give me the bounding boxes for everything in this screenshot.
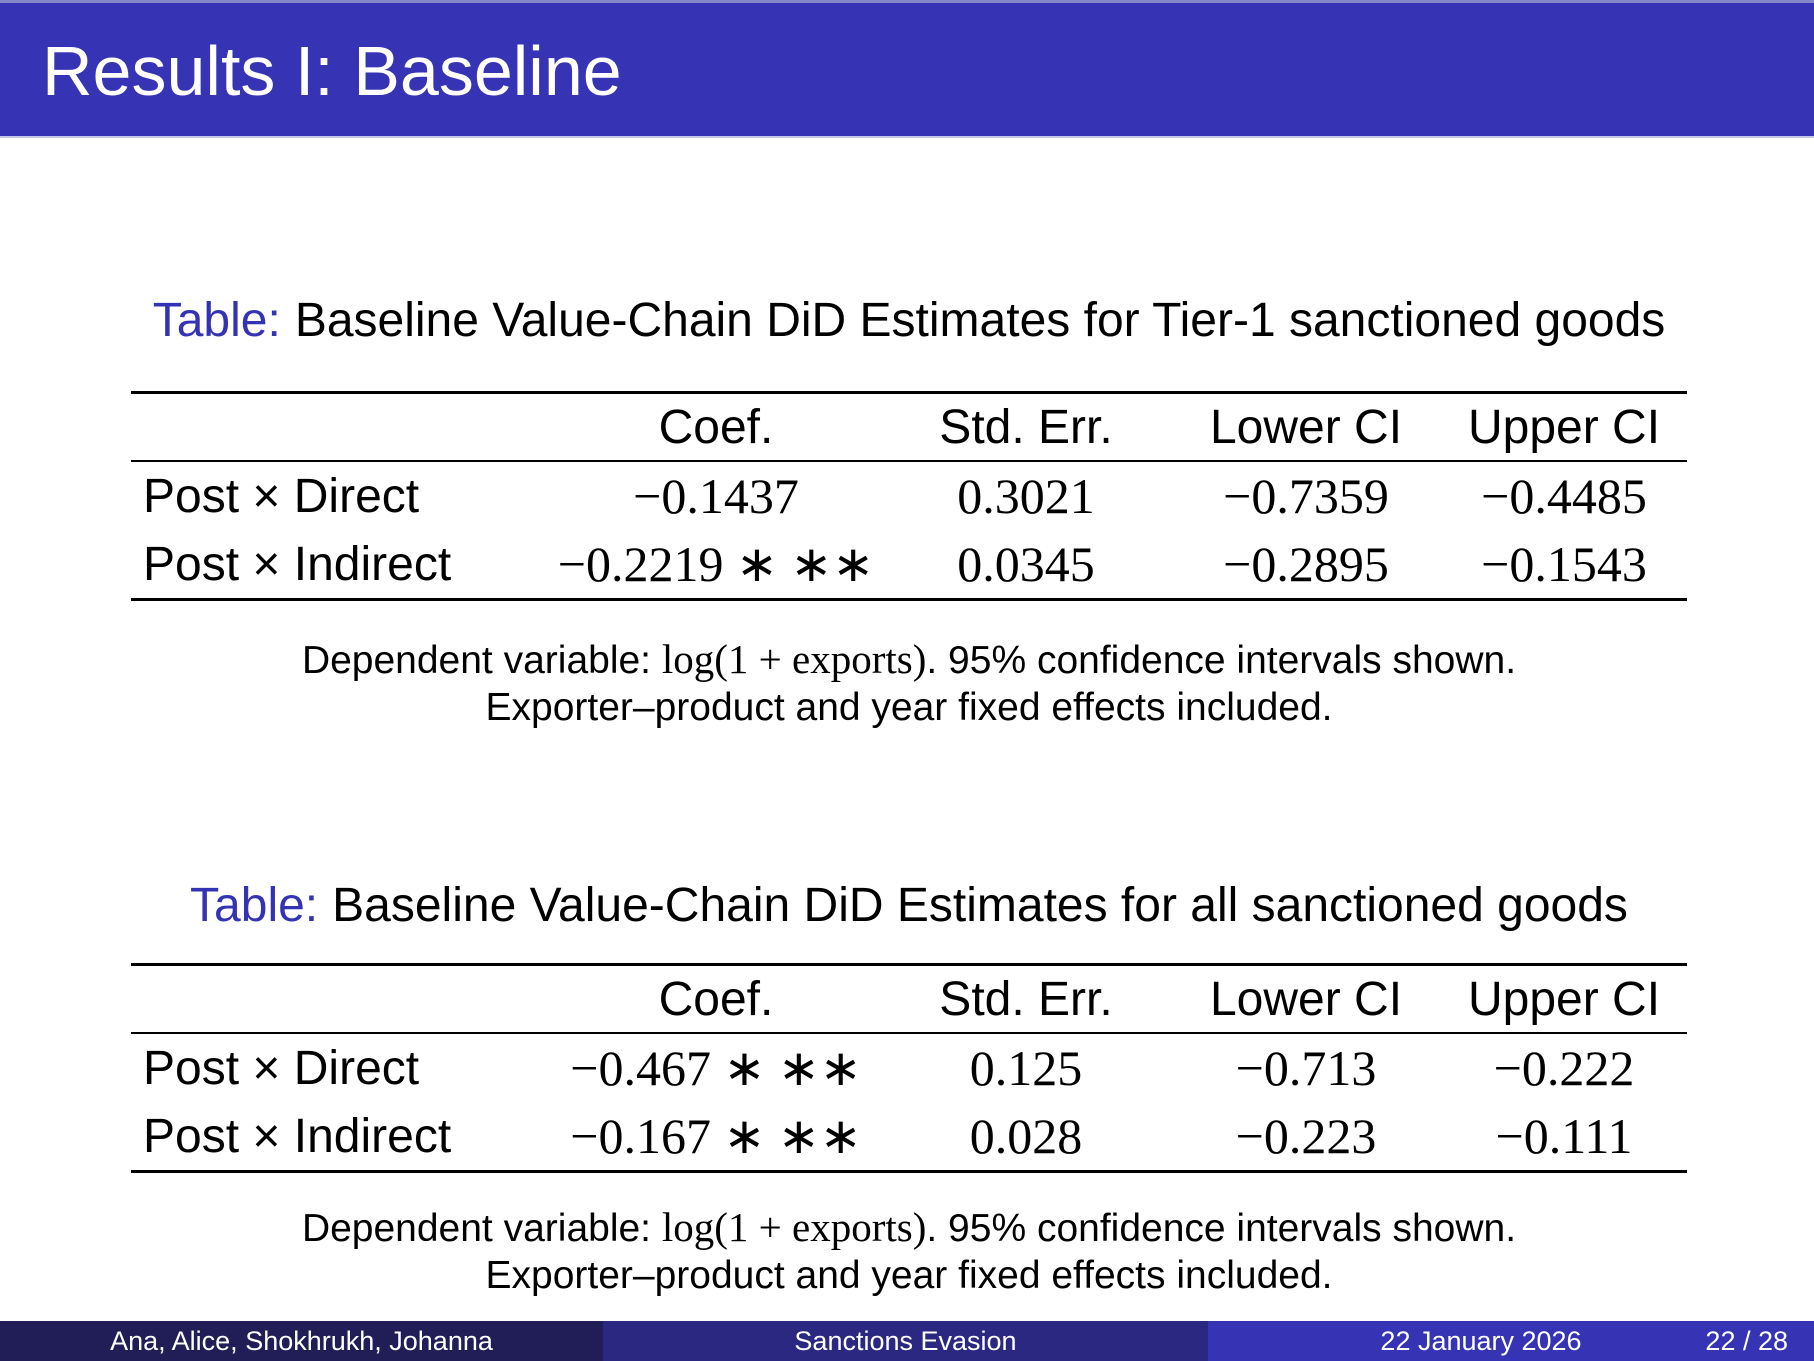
header-top-strip [0,0,1814,3]
cell-stderr: 0.3021 [957,468,1095,524]
footer-date: 22 January 2026 [1380,1325,1582,1356]
table-row: Post × Indirect −0.167 ∗ ∗∗ 0.028 −0.223… [131,1102,1687,1170]
cell-stderr: 0.0345 [957,536,1095,592]
table1-header-lowerci: Lower CI [1209,400,1403,454]
frame-title: Results I: Baseline [42,32,622,110]
table2-header-stderr: Std. Err. [939,972,1113,1026]
cell-stderr: 0.028 [969,1108,1083,1164]
frame-title-bar: Results I: Baseline [0,0,1814,138]
footer-page-number: 22 / 28 [1705,1325,1788,1356]
table2-caption-label: Table: [190,879,319,932]
cell-lowerci: −0.223 [1235,1108,1377,1164]
table1-note: Dependent variable: log(1 + exports). 95… [131,636,1687,731]
table2-header-upperci: Upper CI [1467,972,1661,1026]
table1-header-row: Coef. Std. Err. Lower CI Upper CI [131,394,1687,462]
table2-note-line1: Dependent variable: log(1 + exports). 95… [131,1204,1687,1252]
row-label: Post × Indirect [143,1109,452,1163]
note-suffix: . 95% confidence intervals shown. [926,639,1517,682]
footer-authors-box: Ana, Alice, Shokhrukh, Johanna [0,1321,603,1361]
cell-coef: −0.1437 [633,468,799,524]
note-prefix: Dependent variable: [301,1207,662,1250]
cell-stderr: 0.125 [969,1040,1083,1096]
table1-caption-label: Table: [152,294,281,347]
footer-authors: Ana, Alice, Shokhrukh, Johanna [110,1325,493,1356]
table-row: Post × Direct −0.1437 0.3021 −0.7359 −0.… [131,462,1687,530]
table2-caption: Table: Baseline Value-Chain DiD Estimates… [131,881,1687,931]
footer-short-title: Sanctions Evasion [794,1325,1017,1356]
table2-header-lowerci: Lower CI [1209,972,1403,1026]
table1-caption: Table: Baseline Value-Chain DiD Estimates… [131,296,1687,346]
table2-header-coef: Coef. [658,972,774,1026]
row-label: Post × Indirect [143,537,452,591]
table-row: Post × Direct −0.467 ∗ ∗∗ 0.125 −0.713 −… [131,1034,1687,1102]
note-math: log(1 + exports) [661,1204,927,1250]
row-label: Post × Direct [143,1041,420,1095]
table1-header-upperci: Upper CI [1467,400,1661,454]
table2-note-line2: Exporter–product and year fixed effects … [485,1254,1333,1297]
table2-caption-text: Baseline Value-Chain DiD Estimates for a… [332,879,1628,932]
cell-upperci: −0.222 [1493,1040,1635,1096]
note-prefix: Dependent variable: [301,639,662,682]
table-row: Post × Indirect −0.2219 ∗ ∗∗ 0.0345 −0.2… [131,530,1687,598]
table2-header-row: Coef. Std. Err. Lower CI Upper CI [131,966,1687,1034]
table1-note-line2: Exporter–product and year fixed effects … [485,686,1333,729]
table1-caption-text: Baseline Value-Chain DiD Estimates for T… [294,294,1666,347]
note-suffix: . 95% confidence intervals shown. [926,1207,1517,1250]
cell-upperci: −0.111 [1495,1108,1633,1164]
cell-coef: −0.467 ∗ ∗∗ [570,1040,862,1096]
table1-header-stderr: Std. Err. [939,400,1113,454]
cell-lowerci: −0.7359 [1223,468,1389,524]
note-math: log(1 + exports) [661,636,927,682]
table2: Coef. Std. Err. Lower CI Upper CI Post ×… [131,963,1687,1173]
cell-upperci: −0.1543 [1481,536,1647,592]
cell-lowerci: −0.713 [1235,1040,1377,1096]
table2-note: Dependent variable: log(1 + exports). 95… [131,1204,1687,1299]
cell-upperci: −0.4485 [1481,468,1647,524]
footer-shorttitle-box: Sanctions Evasion [603,1321,1208,1361]
table1: Coef. Std. Err. Lower CI Upper CI Post ×… [131,391,1687,601]
cell-coef: −0.167 ∗ ∗∗ [570,1108,862,1164]
row-label: Post × Direct [143,469,420,523]
table1-note-line1: Dependent variable: log(1 + exports). 95… [131,636,1687,684]
footer-date-box: 22 January 2026 22 / 28 [1208,1321,1814,1361]
table1-header-coef: Coef. [658,400,774,454]
footline: Ana, Alice, Shokhrukh, Johanna Sanctions… [0,1321,1814,1361]
cell-coef: −0.2219 ∗ ∗∗ [557,536,875,592]
cell-lowerci: −0.2895 [1223,536,1389,592]
